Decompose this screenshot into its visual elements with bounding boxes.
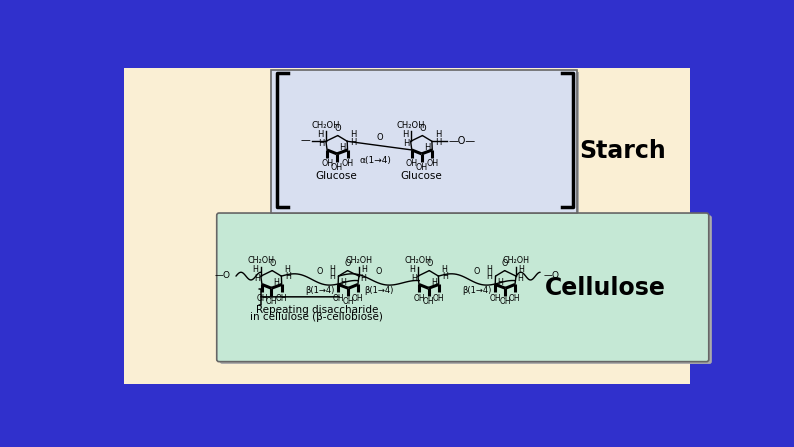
Text: H: H [431,278,437,287]
Text: OH: OH [256,294,268,303]
Text: H: H [435,130,441,139]
Text: CH₂OH: CH₂OH [345,256,372,265]
Text: CH₂OH: CH₂OH [312,121,340,130]
Text: β(1→4): β(1→4) [364,287,393,295]
Text: —O: —O [543,271,559,280]
Text: H: H [274,278,279,287]
Text: H: H [435,138,441,147]
Text: O: O [426,259,433,268]
Text: H: H [517,274,523,283]
Text: H: H [285,272,291,282]
Text: H: H [497,278,503,287]
Text: H: H [254,274,260,283]
FancyBboxPatch shape [271,70,577,213]
Text: —: — [301,135,310,146]
Text: OH: OH [342,297,354,306]
Text: OH: OH [331,163,343,172]
Text: OH: OH [415,163,428,172]
Text: O: O [345,259,351,268]
Text: O: O [473,267,480,276]
Text: in cellulose (β-cellobiose): in cellulose (β-cellobiose) [250,312,384,322]
Text: H: H [340,278,346,287]
Text: H: H [361,265,367,274]
FancyBboxPatch shape [273,72,580,215]
Text: H: H [360,274,366,283]
Text: OH: OH [422,297,434,306]
Text: OH: OH [276,294,287,303]
Text: β(1→4): β(1→4) [305,287,334,295]
Text: H: H [441,265,447,274]
Text: O: O [334,124,341,133]
Text: H: H [318,139,325,148]
Text: O: O [317,267,323,276]
Text: H: H [318,130,324,139]
Text: O: O [376,267,382,276]
Text: Glucose: Glucose [315,171,357,181]
Text: OH: OH [321,159,333,169]
Text: CH₂OH: CH₂OH [404,256,431,265]
Text: OH: OH [499,297,511,306]
Text: OH: OH [352,294,364,303]
Text: OH: OH [489,294,501,303]
Text: β(1→4): β(1→4) [462,287,491,295]
Text: H: H [330,272,335,282]
Text: H: H [252,265,259,274]
Text: —O: —O [214,271,230,280]
Text: H: H [410,265,415,274]
Text: OH: OH [433,294,445,303]
Text: H: H [402,130,408,139]
Text: H: H [518,265,524,274]
Text: H: H [403,139,410,148]
Text: H: H [424,143,430,152]
Text: H: H [487,265,492,274]
Text: H: H [339,143,345,152]
Text: CH₂OH: CH₂OH [248,256,275,265]
Text: O: O [502,259,508,268]
Text: O: O [419,124,426,133]
FancyBboxPatch shape [217,213,709,362]
Text: OH: OH [426,159,438,169]
Text: CH₂OH: CH₂OH [503,256,530,265]
Text: Glucose: Glucose [400,171,441,181]
Text: O: O [376,133,383,142]
Text: O: O [269,259,276,268]
Text: H: H [284,265,291,274]
Text: Cellulose: Cellulose [545,276,666,300]
Text: CH₂OH: CH₂OH [396,121,425,130]
Text: H: H [350,130,357,139]
FancyBboxPatch shape [125,67,689,384]
Text: H: H [410,274,417,283]
Text: OH: OH [266,297,277,306]
Text: α(1→4): α(1→4) [360,156,391,165]
Text: OH: OH [341,159,353,169]
Text: —O—: —O— [449,135,476,146]
Text: OH: OH [413,294,425,303]
Text: Starch: Starch [579,139,666,164]
Text: H: H [486,272,492,282]
Text: H: H [441,272,448,282]
Text: Repeating disaccharide: Repeating disaccharide [256,304,378,315]
Text: OH: OH [509,294,521,303]
Text: OH: OH [333,294,344,303]
FancyBboxPatch shape [220,215,712,364]
Text: H: H [330,265,335,274]
Text: H: H [351,138,357,147]
Text: OH: OH [406,159,418,169]
